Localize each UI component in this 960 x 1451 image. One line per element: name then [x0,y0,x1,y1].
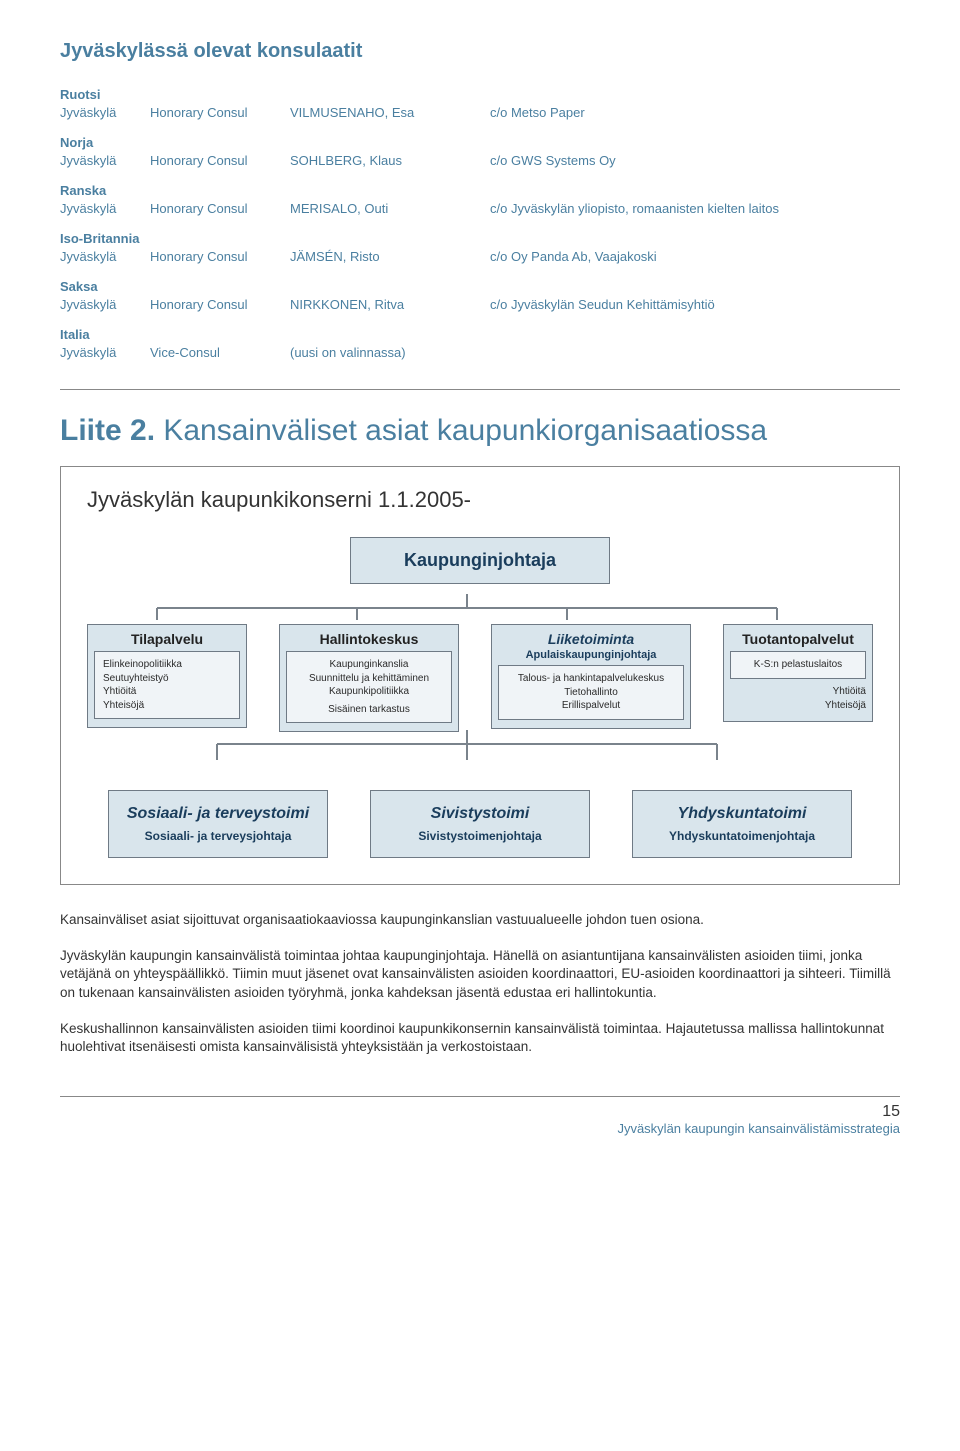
inner-card: Elinkeinopolitiikka Seutuyhteistyö Yhtiö… [94,651,240,719]
consul-table: Jyväskylä Honorary Consul VILMUSENAHO, E… [60,104,900,121]
org-dept-yhdyskunta: Yhdyskuntatoimi Yhdyskuntatoimenjohtaja [632,790,852,858]
country-label: Saksa [60,279,900,294]
org-dept-sivistys: Sivistystoimi Sivistystoimenjohtaja [370,790,590,858]
dept-name: Yhdyskuntatoimi [641,805,843,823]
consulates-section: Ruotsi Jyväskylä Honorary Consul VILMUSE… [60,87,900,361]
card-title: Hallintokeskus [286,631,452,647]
org-subtitle: Jyväskylän kaupunkikonserni 1.1.2005- [87,487,873,513]
divider [60,1096,900,1097]
footer-text: Jyväskylän kaupungin kansainvälistämisst… [60,1121,900,1136]
country-label: Italia [60,327,900,342]
inner-card: Talous- ja hankintapalvelukeskus Tietoha… [498,665,684,720]
inner-card: K-S:n pelastuslaitos [730,651,866,679]
table-row: Jyväskylä Honorary Consul SOHLBERG, Klau… [60,152,900,169]
consul-table: Jyväskylä Honorary Consul NIRKKONEN, Rit… [60,296,900,313]
dept-role: Sosiaali- ja terveysjohtaja [117,829,319,843]
org-card-tuotantopalvelut: Tuotantopalvelut K-S:n pelastuslaitos Yh… [723,624,873,722]
org-top-node: Kaupunginjohtaja [350,537,610,584]
country-label: Ruotsi [60,87,900,102]
dept-name: Sivistystoimi [379,805,581,823]
card-title: Liiketoiminta [498,631,684,647]
consul-table: Jyväskylä Honorary Consul JÄMSÉN, Risto … [60,248,900,265]
country-label: Norja [60,135,900,150]
country-label: Iso-Britannia [60,231,900,246]
consul-table: Jyväskylä Honorary Consul SOHLBERG, Klau… [60,152,900,169]
table-row: Jyväskylä Honorary Consul VILMUSENAHO, E… [60,104,900,121]
liite-rest: Kansainväliset asiat kaupunkiorganisaati… [155,414,767,447]
org-row2: Sosiaali- ja terveystoimi Sosiaali- ja t… [87,790,873,858]
org-card-tilapalvelu: Tilapalvelu Elinkeinopolitiikka Seutuyht… [87,624,247,728]
card-sub: Apulaiskaupunginjohtaja [498,649,684,661]
liite-title: Liite 2. Kansainväliset asiat kaupunkior… [60,414,900,448]
dept-name: Sosiaali- ja terveystoimi [117,805,319,823]
country-label: Ranska [60,183,900,198]
divider [60,389,900,390]
page-number: 15 [60,1103,900,1121]
dept-role: Yhdyskuntatoimenjohtaja [641,829,843,843]
card-title: Tilapalvelu [94,631,240,647]
table-row: Jyväskylä Honorary Consul JÄMSÉN, Risto … [60,248,900,265]
dept-role: Sivistystoimenjohtaja [379,829,581,843]
body-paragraph: Kansainväliset asiat sijoittuvat organis… [60,911,900,929]
table-row: Jyväskylä Honorary Consul NIRKKONEN, Rit… [60,296,900,313]
org-chart: Jyväskylän kaupunkikonserni 1.1.2005- Ka… [60,466,900,885]
connector-icon [87,594,847,620]
card-title: Tuotantopalvelut [730,631,866,647]
org-row1: Tilapalvelu Elinkeinopolitiikka Seutuyht… [87,624,873,732]
consul-table: Jyväskylä Vice-Consul (uusi on valinnass… [60,344,900,361]
liite-prefix: Liite 2. [60,414,155,447]
org-card-hallintokeskus: Hallintokeskus Kaupunginkanslia Suunnitt… [279,624,459,732]
connector-icon [87,730,847,760]
table-row: Jyväskylä Honorary Consul MERISALO, Outi… [60,200,900,217]
inner-card: Kaupunginkanslia Suunnittelu ja kehittäm… [286,651,452,723]
body-paragraph: Jyväskylän kaupungin kansainvälistä toim… [60,947,900,1002]
org-card-liiketoiminta: Liiketoiminta Apulaiskaupunginjohtaja Ta… [491,624,691,729]
body-paragraph: Keskushallinnon kansainvälisten asioiden… [60,1020,900,1056]
table-row: Jyväskylä Vice-Consul (uusi on valinnass… [60,344,900,361]
page-title: Jyväskylässä olevat konsulaatit [60,40,900,63]
org-dept-sosiaali: Sosiaali- ja terveystoimi Sosiaali- ja t… [108,790,328,858]
consul-table: Jyväskylä Honorary Consul MERISALO, Outi… [60,200,900,217]
